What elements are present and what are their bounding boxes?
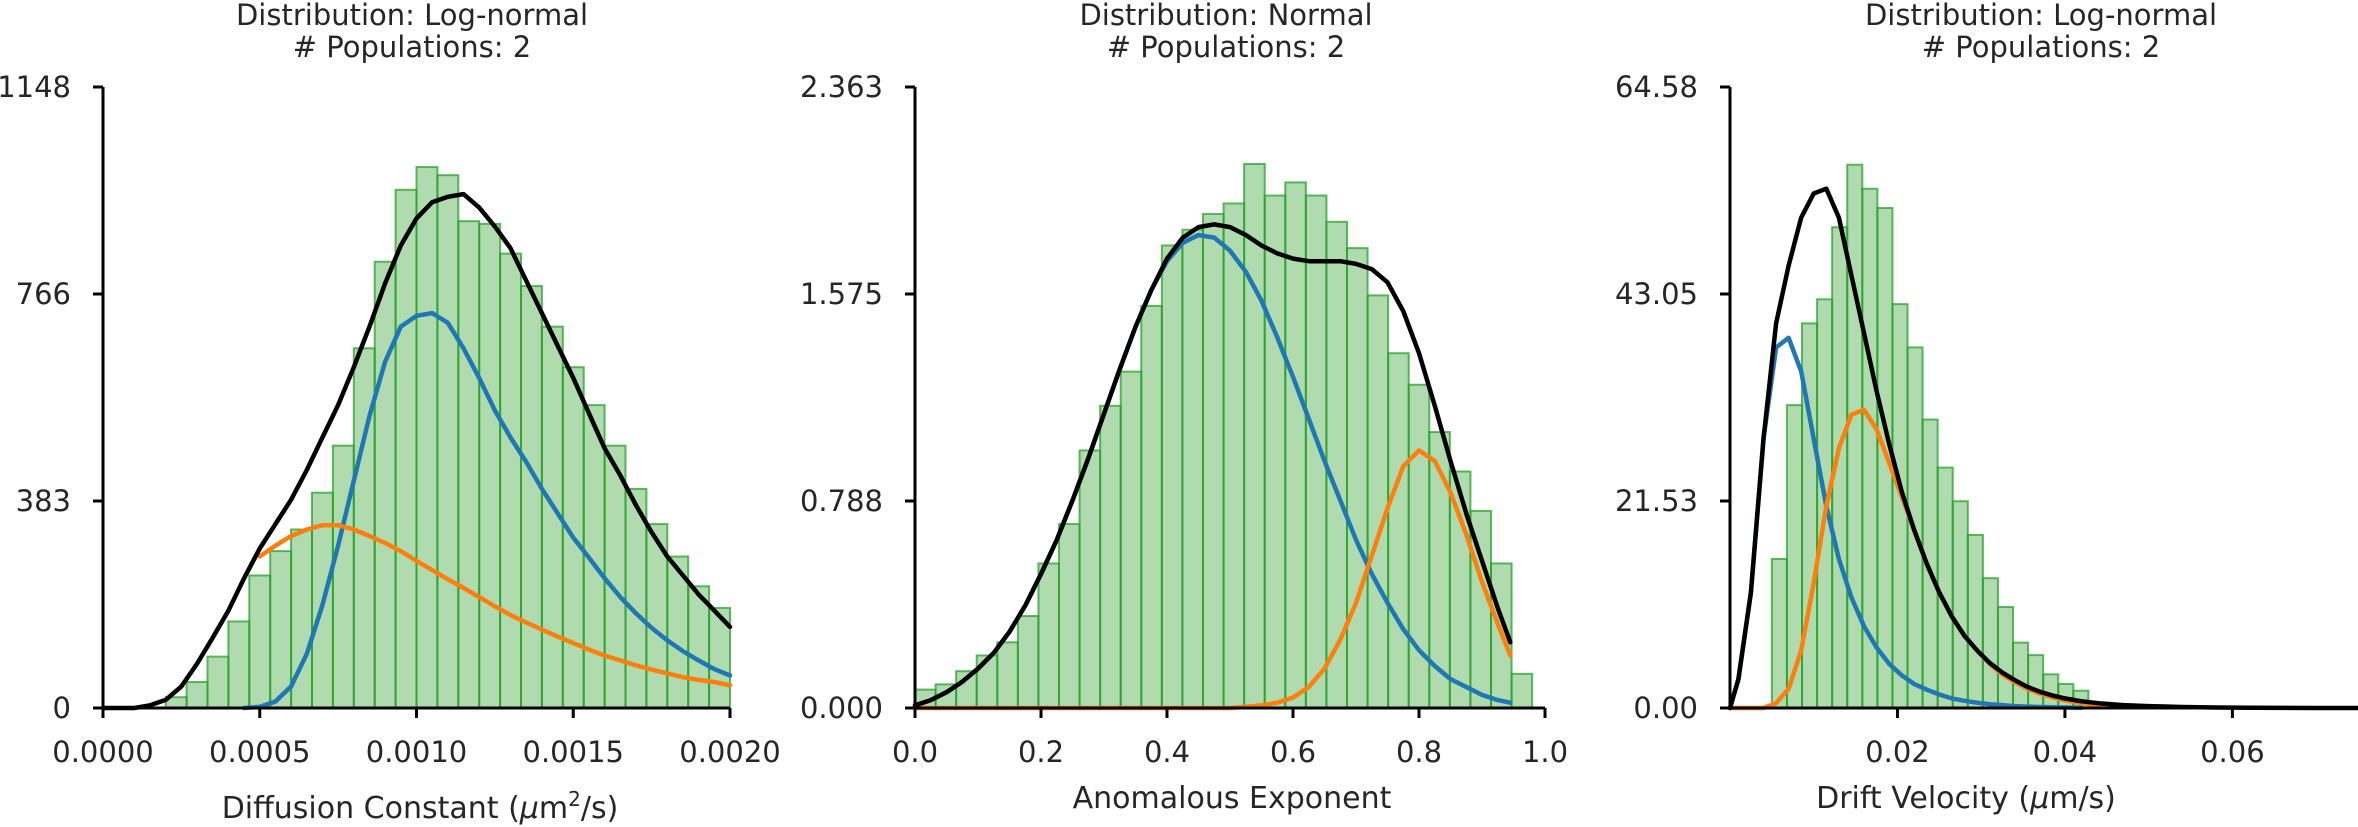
histogram-bar [227,620,251,709]
histogram-bar [457,220,481,709]
chart-panel-anomalous: Distribution: Normal # Populations: 2 An… [800,0,1568,816]
fit-curve-line [257,522,733,688]
histogram-bar [1222,202,1246,709]
x-axis-label: Anomalous Exponent [1073,781,1392,816]
histogram-bar [499,252,523,710]
x-tick-label: 0.2 [1018,735,1064,769]
x-tick-label: 1.0 [1522,735,1568,769]
y-tick-label: 0.000 [800,691,883,725]
histogram-bar [1057,523,1081,709]
y-tick-label: 0 [53,691,71,725]
histogram-bar [519,285,543,709]
x-tick-label: 0.0000 [52,735,153,769]
chart-title-line-2: # Populations: 2 [293,30,531,64]
histogram-bar [1996,606,2015,710]
histogram-bar [1510,672,1534,710]
fit-curve-line [912,448,1513,711]
histogram-bar [1201,212,1225,709]
y-tick-label: 1148 [0,70,71,104]
x-tick-label: 0.02 [1865,735,1930,769]
chart-title-line-1: Distribution: Log-normal [1865,0,2217,32]
x-tick-label: 0.0005 [209,735,310,769]
histogram-bar [1181,228,1204,709]
histogram-bar [1981,577,1999,709]
histogram-bar [478,222,502,710]
histogram-bar [1448,470,1472,710]
y-tick-label: 21.53 [1615,484,1698,518]
y-tick-label: 0.788 [800,484,883,518]
histogram-bar [1966,533,1984,709]
histogram-bar [2027,654,2045,710]
y-tick-label: 0.00 [1633,691,1698,725]
fit-curve-line [241,310,733,711]
histogram-bar [1078,449,1102,709]
histogram-bar [1785,404,1804,709]
chart-panel-drift: Distribution: Log-normal # Populations: … [1615,0,2358,816]
histogram-bar [1846,163,1864,709]
histogram-bar [1366,294,1390,709]
x-tick-label: 0.0 [892,735,938,769]
x-tick-label: 0.0010 [366,735,467,769]
histogram-bar [603,444,627,709]
histogram-bar [975,654,999,709]
y-tick-label: 64.58 [1615,70,1698,104]
histogram-bar [1263,194,1287,709]
y-tick-label: 43.05 [1615,277,1698,311]
y-tick-label: 766 [16,277,71,311]
x-tick-label: 0.04 [2033,735,2098,769]
x-axis-label: Drift Velocity (μm/s) [1816,781,2116,816]
histogram-bar [248,574,272,709]
histogram-bar [436,174,460,709]
x-axis-label: Diffusion Constant (μm2/s) [222,787,619,826]
histogram-bar [1140,304,1163,709]
chart-title-line-2: # Populations: 2 [1107,30,1345,64]
histogram-bar [1387,352,1410,709]
histogram-bar [394,188,418,709]
histogram-bar [1160,244,1184,709]
histogram-bar [1345,247,1369,710]
histogram-bar [269,550,293,710]
x-tick-label: 0.4 [1144,735,1190,769]
x-tick-label: 0.8 [1396,735,1442,769]
x-tick-label: 0.0015 [523,735,624,769]
histogram-bar [1936,466,1954,709]
y-tick-label: 383 [16,484,71,518]
histogram-bar [2012,641,2030,709]
fit-curve-line [1727,186,2358,711]
histogram-bar [1037,562,1060,709]
histogram-bar [1099,404,1122,709]
y-tick-label: 1.575 [800,277,883,311]
histogram-bar [1016,615,1040,709]
fit-curve-line [912,222,1513,708]
chart-title-line-2: # Populations: 2 [1922,30,2160,64]
x-tick-label: 0.0020 [679,735,780,769]
x-tick-label: 0.6 [1270,735,1316,769]
histogram-bar [1951,500,1969,710]
y-tick-label: 2.363 [800,70,883,104]
fit-curve-line [100,191,733,711]
chart-panel-diffusion: Distribution: Log-normal # Populations: … [0,0,781,826]
x-tick-label: 0.06 [2200,735,2265,769]
chart-title-line-1: Distribution: Normal [1079,0,1372,32]
histogram-bar [185,681,209,710]
chart-title-line-1: Distribution: Log-normal [236,0,588,32]
histogram-bar [373,260,397,709]
histogram-bar [1119,370,1143,709]
histogram-bar [1770,557,1788,710]
histogram-bar [996,641,1019,709]
histogram-bar [206,655,230,710]
histogram-bar [415,166,439,710]
fit-curve-line [1727,335,2084,711]
